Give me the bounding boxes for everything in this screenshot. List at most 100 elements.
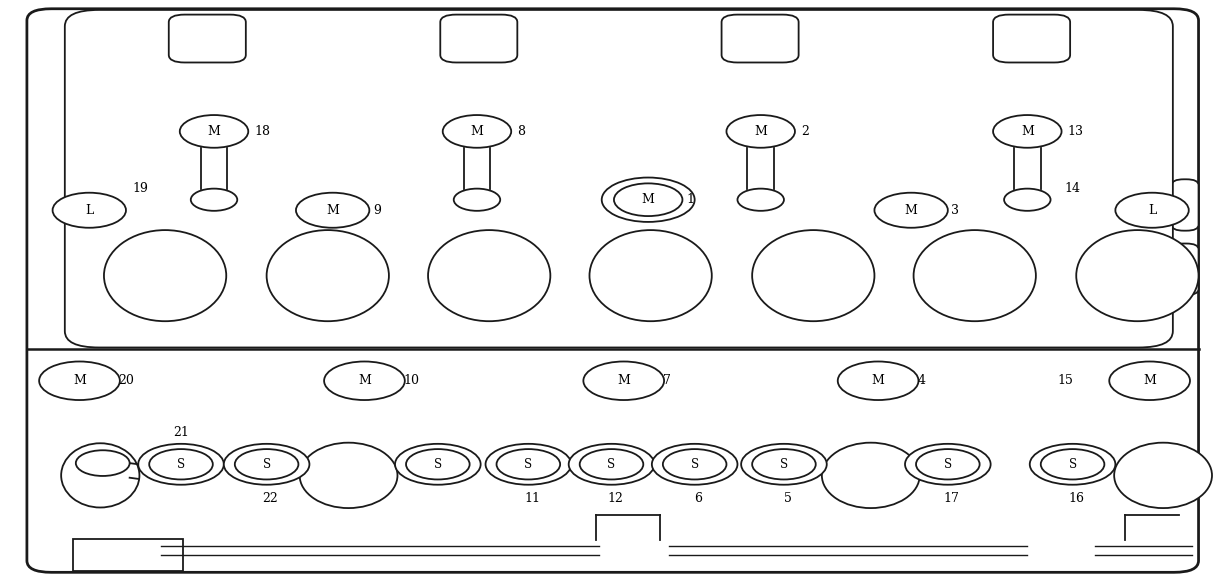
Text: 7: 7 bbox=[663, 374, 670, 387]
Ellipse shape bbox=[61, 443, 139, 507]
Circle shape bbox=[486, 444, 571, 485]
Text: 2: 2 bbox=[801, 125, 808, 138]
Text: M: M bbox=[755, 125, 767, 138]
Text: M: M bbox=[73, 374, 86, 387]
Text: 14: 14 bbox=[1064, 182, 1080, 194]
Circle shape bbox=[224, 444, 309, 485]
Circle shape bbox=[454, 189, 500, 211]
Bar bbox=[464, 148, 490, 189]
Text: L: L bbox=[86, 204, 93, 217]
Text: M: M bbox=[872, 374, 884, 387]
Text: 18: 18 bbox=[254, 125, 270, 138]
Ellipse shape bbox=[104, 230, 226, 321]
Text: 11: 11 bbox=[523, 492, 541, 505]
Circle shape bbox=[138, 444, 224, 485]
Circle shape bbox=[1109, 361, 1190, 400]
Circle shape bbox=[614, 183, 682, 216]
Circle shape bbox=[1030, 444, 1115, 485]
Circle shape bbox=[874, 193, 948, 228]
Text: 1: 1 bbox=[686, 193, 695, 206]
Circle shape bbox=[406, 449, 470, 479]
Ellipse shape bbox=[267, 230, 389, 321]
Text: L: L bbox=[1148, 204, 1156, 217]
Text: M: M bbox=[1021, 125, 1033, 138]
Text: 12: 12 bbox=[608, 492, 623, 505]
Text: S: S bbox=[177, 458, 185, 471]
Text: S: S bbox=[780, 458, 788, 471]
Text: M: M bbox=[358, 374, 371, 387]
FancyBboxPatch shape bbox=[440, 15, 517, 62]
Bar bbox=[747, 148, 774, 189]
Bar bbox=[201, 148, 227, 189]
Circle shape bbox=[443, 115, 511, 148]
Text: S: S bbox=[608, 458, 615, 471]
Circle shape bbox=[76, 450, 130, 476]
Circle shape bbox=[39, 361, 120, 400]
Circle shape bbox=[235, 449, 298, 479]
Circle shape bbox=[497, 449, 560, 479]
Text: 5: 5 bbox=[784, 492, 791, 505]
Text: 9: 9 bbox=[373, 204, 380, 217]
Bar bbox=[1014, 148, 1041, 189]
FancyBboxPatch shape bbox=[722, 15, 799, 62]
Circle shape bbox=[663, 449, 726, 479]
Text: 17: 17 bbox=[944, 492, 959, 505]
FancyBboxPatch shape bbox=[65, 10, 1173, 347]
Circle shape bbox=[652, 444, 737, 485]
Circle shape bbox=[395, 444, 481, 485]
Ellipse shape bbox=[752, 230, 874, 321]
Bar bbox=[73, 539, 183, 571]
Circle shape bbox=[1004, 189, 1051, 211]
Ellipse shape bbox=[822, 443, 920, 508]
Ellipse shape bbox=[914, 230, 1036, 321]
Text: M: M bbox=[618, 374, 630, 387]
Text: M: M bbox=[471, 125, 483, 138]
FancyBboxPatch shape bbox=[993, 15, 1070, 62]
Text: S: S bbox=[691, 458, 698, 471]
Text: 19: 19 bbox=[132, 182, 148, 194]
Text: M: M bbox=[327, 204, 339, 217]
Circle shape bbox=[993, 115, 1062, 148]
Text: M: M bbox=[208, 125, 220, 138]
Text: 22: 22 bbox=[263, 492, 278, 505]
Ellipse shape bbox=[300, 443, 397, 508]
Circle shape bbox=[569, 444, 654, 485]
Circle shape bbox=[1115, 193, 1189, 228]
FancyBboxPatch shape bbox=[27, 9, 1199, 572]
Text: S: S bbox=[525, 458, 532, 471]
FancyBboxPatch shape bbox=[1172, 179, 1199, 231]
Text: 10: 10 bbox=[404, 374, 419, 387]
Text: 4: 4 bbox=[917, 374, 926, 387]
Text: 15: 15 bbox=[1058, 374, 1074, 387]
Circle shape bbox=[296, 193, 369, 228]
Circle shape bbox=[324, 361, 405, 400]
FancyBboxPatch shape bbox=[169, 15, 246, 62]
Ellipse shape bbox=[1114, 443, 1212, 508]
Text: M: M bbox=[905, 204, 917, 217]
Circle shape bbox=[752, 449, 816, 479]
Circle shape bbox=[838, 361, 918, 400]
Text: S: S bbox=[263, 458, 270, 471]
Text: 8: 8 bbox=[517, 125, 526, 138]
Circle shape bbox=[602, 178, 695, 222]
Circle shape bbox=[1041, 449, 1104, 479]
Circle shape bbox=[53, 193, 126, 228]
Circle shape bbox=[180, 115, 248, 148]
Text: M: M bbox=[642, 193, 654, 206]
Circle shape bbox=[916, 449, 980, 479]
Circle shape bbox=[726, 115, 795, 148]
Circle shape bbox=[583, 361, 664, 400]
Circle shape bbox=[191, 189, 237, 211]
Text: 16: 16 bbox=[1068, 492, 1085, 505]
Text: 20: 20 bbox=[119, 374, 135, 387]
Text: M: M bbox=[1144, 374, 1156, 387]
Circle shape bbox=[905, 444, 991, 485]
Text: 13: 13 bbox=[1068, 125, 1084, 138]
Text: 6: 6 bbox=[695, 492, 702, 505]
Text: 3: 3 bbox=[951, 204, 960, 217]
Text: 21: 21 bbox=[174, 426, 188, 439]
Circle shape bbox=[580, 449, 643, 479]
FancyBboxPatch shape bbox=[1172, 244, 1199, 295]
Circle shape bbox=[149, 449, 213, 479]
Ellipse shape bbox=[1076, 230, 1199, 321]
